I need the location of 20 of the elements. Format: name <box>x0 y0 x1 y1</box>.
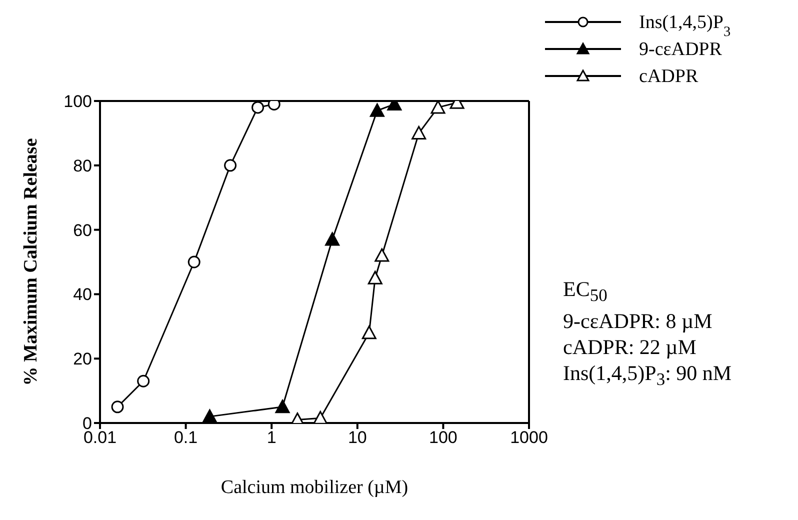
y-tick-label: 60 <box>73 220 92 240</box>
y-tick-label: 100 <box>64 92 92 112</box>
x-tick-label: 1 <box>266 428 276 448</box>
text: cADPR: 22 µM <box>563 334 698 360</box>
y-tick-label: 20 <box>73 350 92 369</box>
x-tick-label: 100 <box>429 428 458 448</box>
x-tick-label: 10 <box>348 428 367 448</box>
x-tick-label: 0.01 <box>83 428 117 448</box>
text: 9-cεADPR: 8 µM <box>563 308 714 334</box>
y-tick-label: 80 <box>73 156 92 176</box>
x-tick-label: 1000 <box>510 428 548 448</box>
x-axis-title: Calcium mobilizer (µM) <box>220 477 408 498</box>
x-tick-label: 0.1 <box>174 428 198 448</box>
text: Ins(1,4,5)P$_{3}$: 90 nM <box>563 360 732 392</box>
y-tick-label: 40 <box>73 285 92 304</box>
text: EC$_{50}$ <box>563 276 608 308</box>
y-axis-title: % Maximum Calcium Release <box>20 138 42 386</box>
legend-label: 9-cεADPR <box>639 39 722 60</box>
legend-label: cADPR <box>639 66 698 87</box>
legend-label: Ins(1,4,5)P$_{3}$ <box>639 12 731 40</box>
